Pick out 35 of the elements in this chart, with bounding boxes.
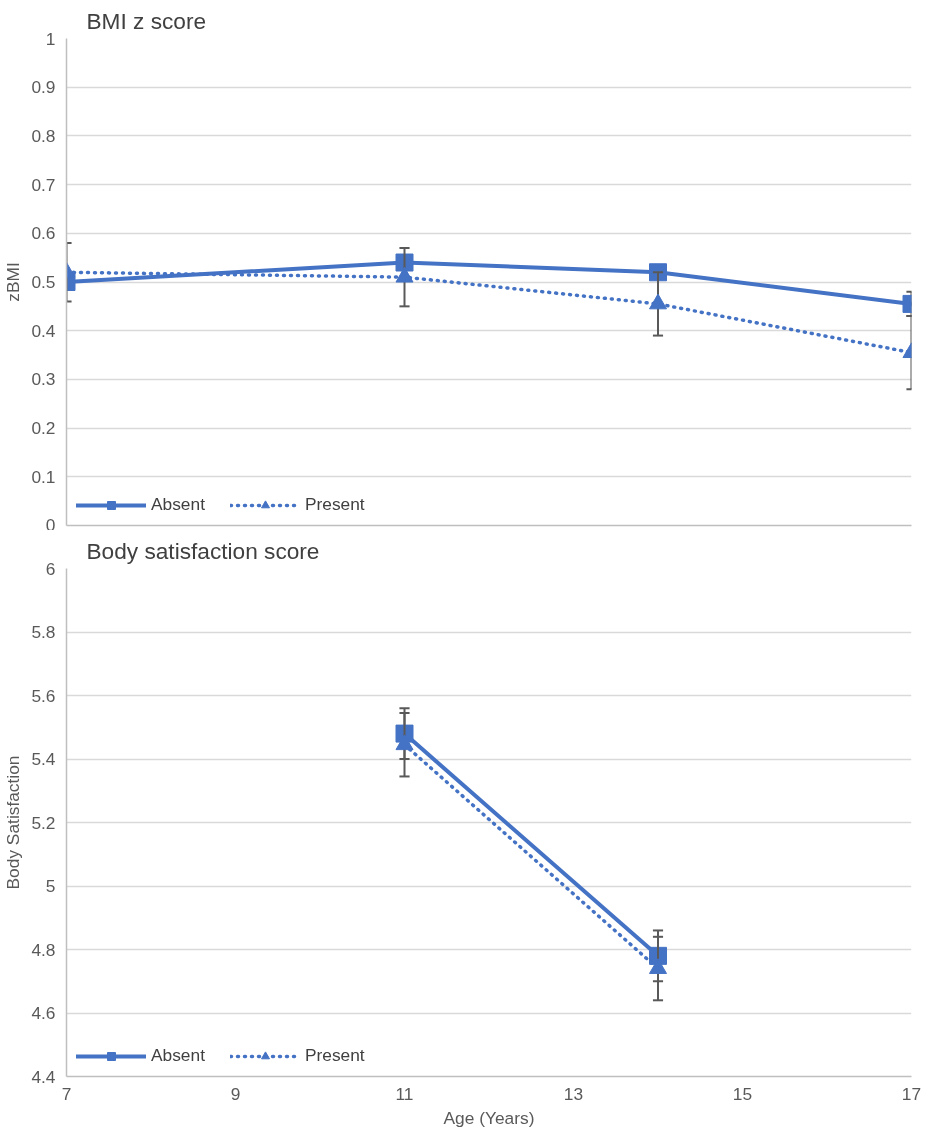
- y-tick-label: 0.2: [31, 418, 56, 439]
- y-tick-label: 0.1: [31, 466, 56, 487]
- chart-title: BMI z score: [86, 7, 207, 34]
- x-axis-title: Age (Years): [443, 1107, 535, 1128]
- legend-label: Present: [304, 494, 365, 515]
- y-tick-label: 0.3: [31, 369, 56, 390]
- y-tick-label: 4.6: [31, 1003, 56, 1023]
- y-tick-label: 0.5: [31, 272, 56, 292]
- y-tick-label: 5: [45, 876, 56, 896]
- legend-label: Absent: [151, 1045, 205, 1066]
- y-tick-label: 5.6: [31, 685, 56, 706]
- chart-title: Body satisfaction score: [86, 537, 320, 564]
- y-tick-label: 4.8: [31, 939, 56, 960]
- y-tick-label: 4.4: [31, 1066, 56, 1087]
- legend-label: Absent: [151, 494, 205, 515]
- x-tick-label: 11: [395, 1083, 414, 1104]
- y-tick-label: 5.8: [31, 622, 56, 642]
- x-tick-label: 17: [901, 1083, 922, 1104]
- y-axis-title: zBMI: [3, 262, 24, 302]
- y-tick-label: 5.4: [31, 749, 56, 769]
- x-tick-label: 15: [732, 1083, 753, 1104]
- y-tick-label: 0.8: [31, 125, 56, 146]
- y-tick-label: 1: [45, 28, 56, 49]
- x-tick-label: 13: [563, 1083, 584, 1104]
- x-tick-label: 7: [61, 1083, 72, 1104]
- y-axis-title: Body Satisfaction: [3, 755, 24, 890]
- y-tick-label: 0.4: [31, 320, 56, 341]
- x-tick-label: 9: [230, 1083, 241, 1104]
- y-tick-label: 6: [45, 558, 56, 579]
- y-tick-label: 0.9: [31, 77, 56, 98]
- y-tick-label: 0.7: [31, 174, 56, 195]
- legend-label: Present: [304, 1045, 365, 1066]
- y-tick-label: 0: [45, 514, 56, 535]
- y-tick-label: 0.6: [31, 223, 56, 244]
- y-tick-label: 5.2: [31, 812, 56, 833]
